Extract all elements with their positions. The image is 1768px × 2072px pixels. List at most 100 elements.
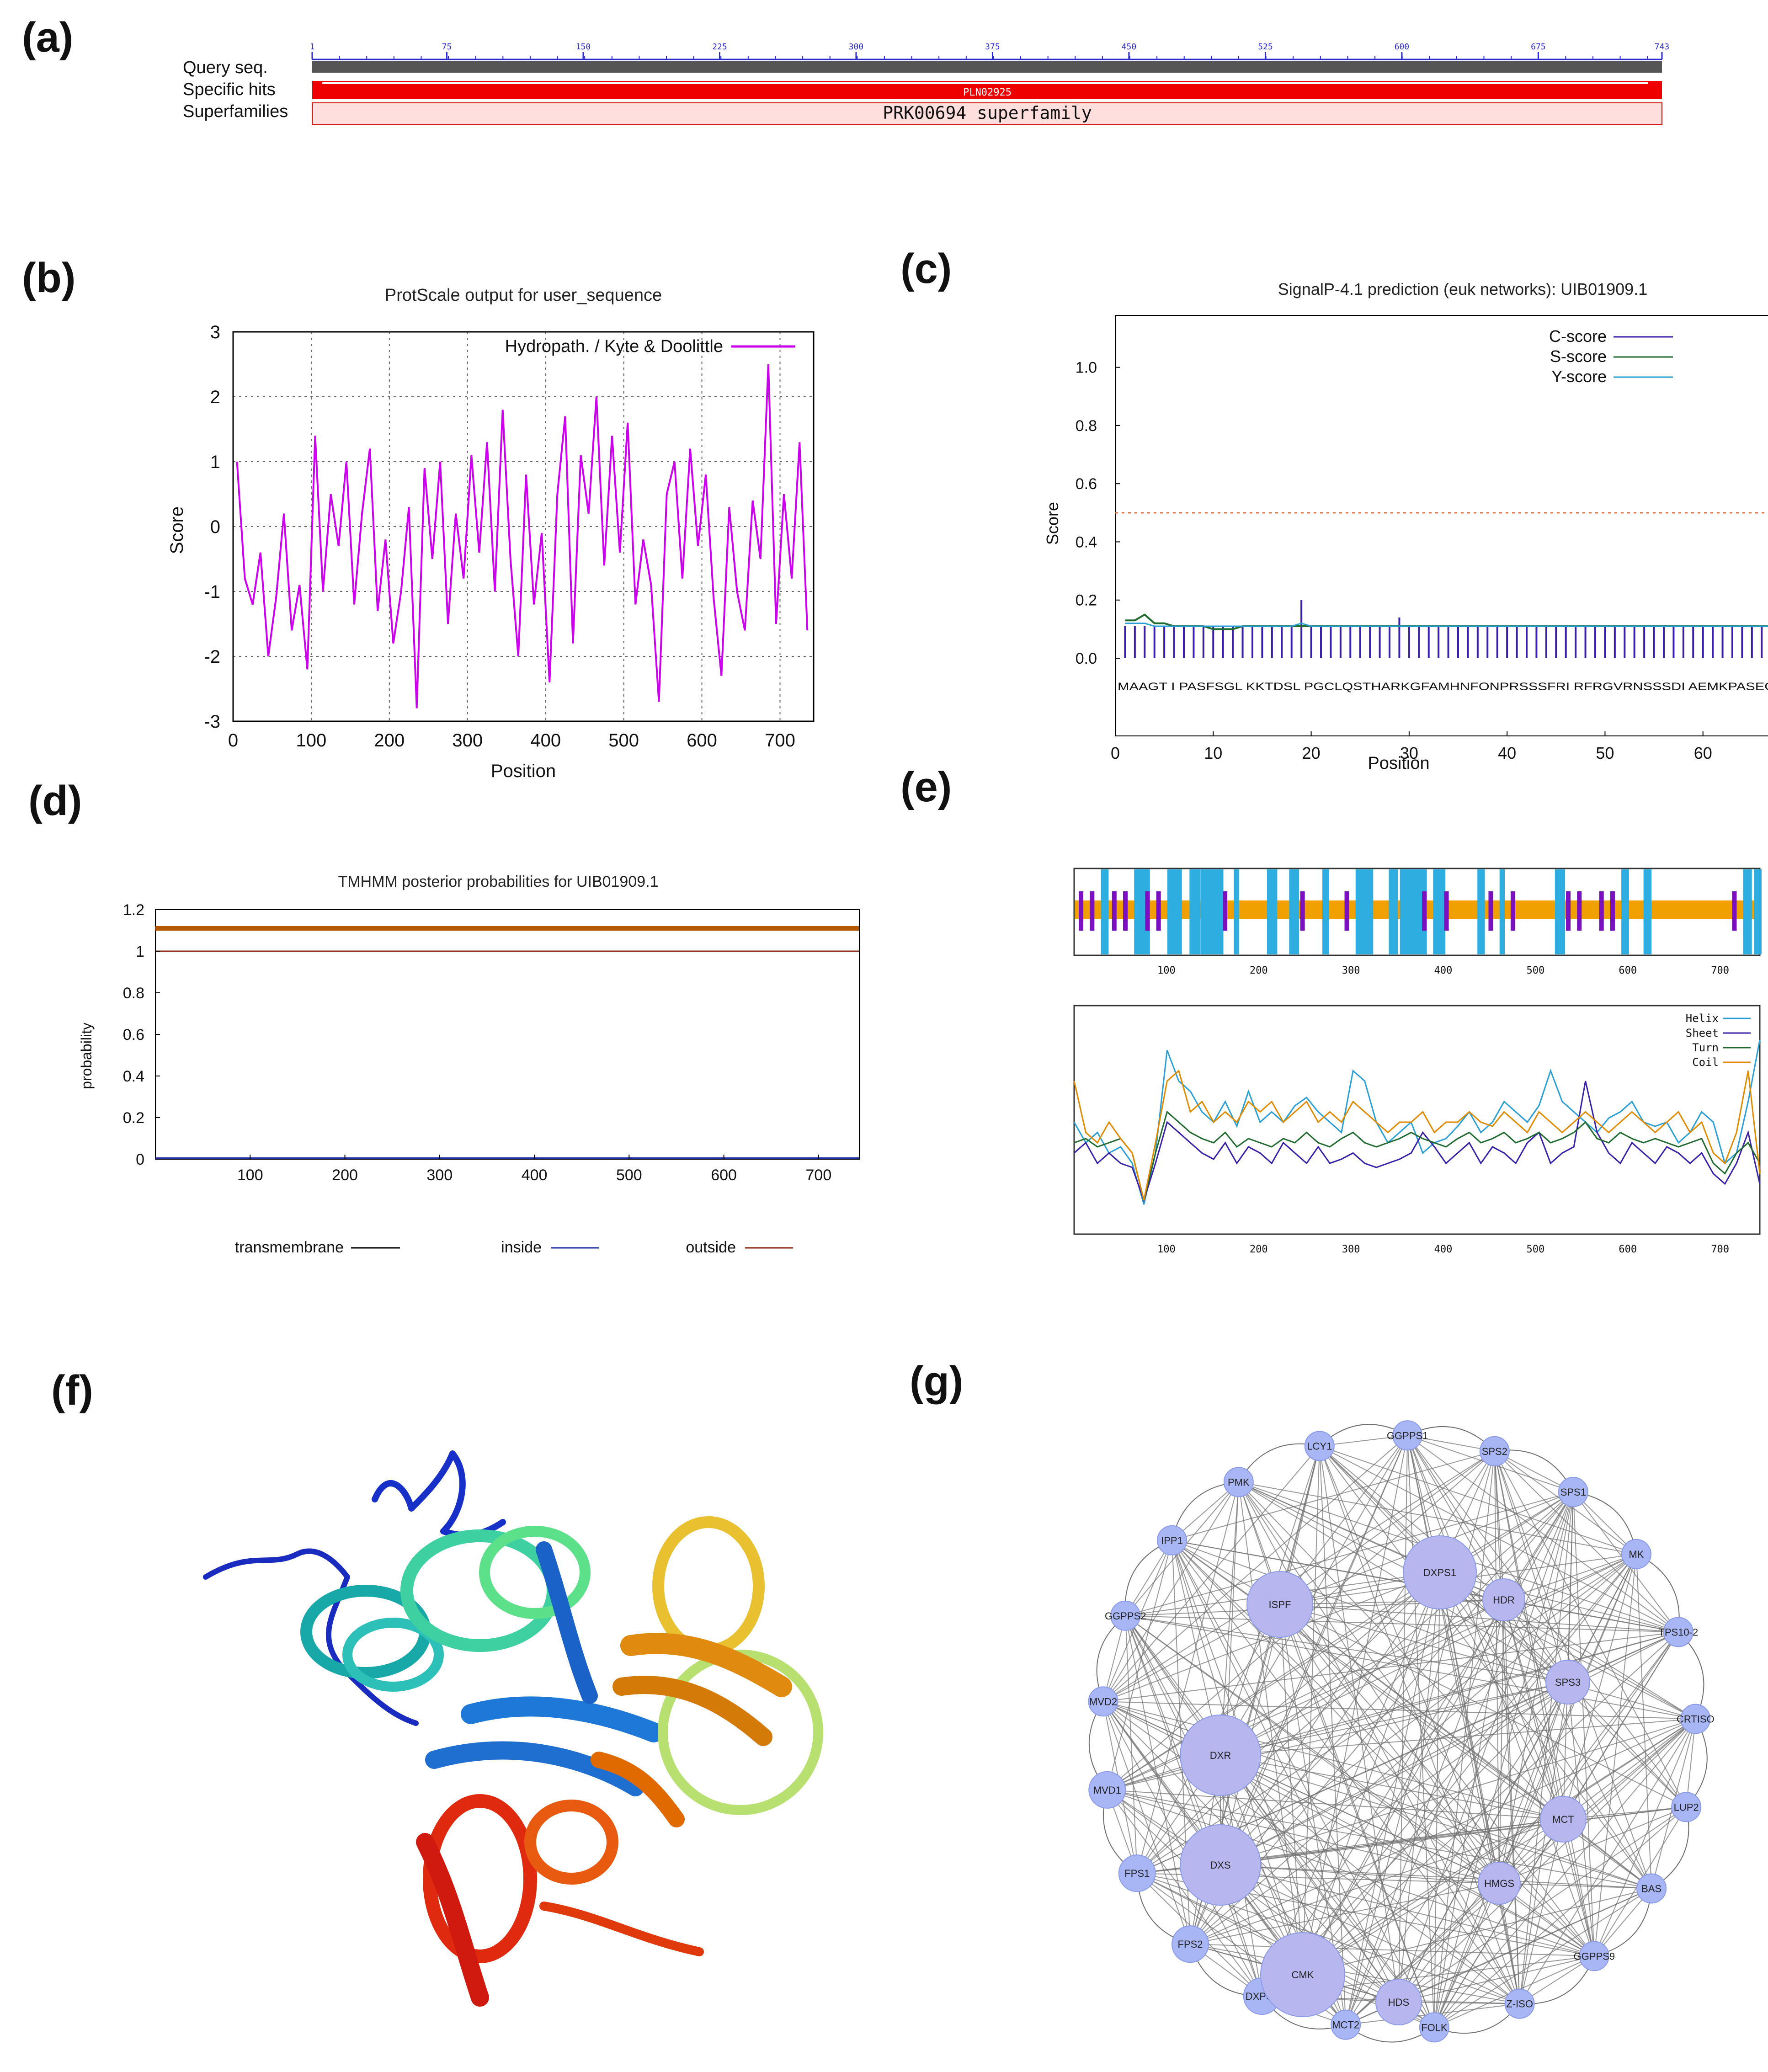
ruler-tick-label: 600 bbox=[1395, 42, 1410, 52]
network-node-lup2[interactable]: LUP2 bbox=[1671, 1792, 1702, 1822]
network-node-ipp1[interactable]: IPP1 bbox=[1156, 1525, 1187, 1555]
chart-c-y-score-line bbox=[1125, 623, 1768, 627]
network-node-circle[interactable] bbox=[1223, 1467, 1254, 1497]
network-edge bbox=[1125, 1615, 1595, 1957]
network-node-mct[interactable]: MCT bbox=[1540, 1796, 1587, 1843]
strand-blue-3 bbox=[536, 1541, 598, 1704]
network-edge bbox=[1345, 1491, 1574, 2025]
network-node-circle[interactable] bbox=[1540, 1796, 1587, 1843]
network-node-hmgs[interactable]: HMGS bbox=[1478, 1862, 1521, 1905]
network-edge bbox=[1494, 1451, 1500, 1884]
network-node-circle[interactable] bbox=[1579, 1941, 1609, 1971]
network-edge bbox=[1503, 1599, 1564, 1820]
network-node-circle[interactable] bbox=[1636, 1873, 1667, 1904]
chart-e-top-xtick-label: 100 bbox=[1157, 965, 1176, 976]
network-node-circle[interactable] bbox=[1304, 1431, 1335, 1461]
network-node-cmk[interactable]: CMK bbox=[1260, 1932, 1345, 2017]
network-edge bbox=[1302, 1554, 1637, 1975]
network-edge bbox=[1172, 1450, 1495, 1541]
network-node-tps10-2[interactable]: TPS10-2 bbox=[1658, 1617, 1698, 1647]
chart-e-helix-block bbox=[1433, 869, 1446, 954]
network-edge bbox=[1102, 1481, 1239, 1702]
network-node-circle[interactable] bbox=[1180, 1715, 1261, 1796]
network-edge bbox=[1190, 1819, 1564, 1945]
network-node-circle[interactable] bbox=[1156, 1525, 1187, 1555]
chart-e-bottom-xtick-label: 200 bbox=[1250, 1244, 1268, 1255]
network-node-circle[interactable] bbox=[1482, 1578, 1525, 1621]
network-node-hdr[interactable]: HDR bbox=[1482, 1578, 1525, 1621]
network-node-circle[interactable] bbox=[1478, 1862, 1521, 1905]
network-node-circle[interactable] bbox=[1260, 1932, 1345, 2017]
network-node-fps1[interactable]: FPS1 bbox=[1118, 1854, 1156, 1892]
network-node-fps2[interactable]: FPS2 bbox=[1172, 1925, 1209, 1963]
chart-e-sheet-line bbox=[1074, 1081, 1761, 1203]
chart-b-ytick-label: -1 bbox=[204, 582, 220, 602]
network-node-ggpps1[interactable]: GGPPS1 bbox=[1387, 1420, 1428, 1451]
network-node-circle[interactable] bbox=[1172, 1925, 1209, 1963]
network-node-sps3[interactable]: SPS3 bbox=[1545, 1660, 1590, 1704]
network-node-ggpps2[interactable]: GGPPS2 bbox=[1105, 1600, 1146, 1631]
network-node-circle[interactable] bbox=[1663, 1617, 1693, 1647]
network-node-circle[interactable] bbox=[1545, 1660, 1590, 1704]
network-edge bbox=[1279, 1604, 1687, 1808]
network-node-circle[interactable] bbox=[1479, 1436, 1510, 1466]
network-node-folk[interactable]: FOLK bbox=[1419, 2012, 1449, 2043]
network-edge bbox=[1433, 1883, 1500, 2028]
legend-outside: outside bbox=[686, 1239, 736, 1256]
network-node-crtiso[interactable]: CRTISO bbox=[1677, 1704, 1715, 1734]
network-node-dxs[interactable]: DXS bbox=[1180, 1824, 1261, 1906]
network-node-circle[interactable] bbox=[1375, 1979, 1422, 2025]
network-node-mct2[interactable]: MCT2 bbox=[1331, 2009, 1361, 2040]
network-node-circle[interactable] bbox=[1088, 1771, 1126, 1809]
network-node-mk[interactable]: MK bbox=[1621, 1539, 1651, 1569]
chart-c-title: SignalP-4.1 prediction (euk networks): U… bbox=[1278, 280, 1647, 298]
network-node-circle[interactable] bbox=[1118, 1854, 1156, 1892]
network-node-circle[interactable] bbox=[1403, 1535, 1477, 1609]
network-node-circle[interactable] bbox=[1088, 1686, 1118, 1717]
network-node-circle[interactable] bbox=[1110, 1600, 1141, 1631]
network-node-mvd1[interactable]: MVD1 bbox=[1088, 1771, 1126, 1809]
network-edge bbox=[1238, 1481, 1520, 2004]
network-node-mvd2[interactable]: MVD2 bbox=[1088, 1686, 1118, 1717]
network-node-circle[interactable] bbox=[1419, 2012, 1449, 2043]
network-node-circle[interactable] bbox=[1331, 2009, 1361, 2040]
legend-helix: Helix bbox=[1686, 1012, 1719, 1025]
network-node-circle[interactable] bbox=[1671, 1792, 1702, 1822]
chart-e-helix-block bbox=[1743, 869, 1752, 954]
network-node-dxps1[interactable]: DXPS1 bbox=[1403, 1535, 1477, 1609]
network-edge bbox=[1302, 1631, 1679, 1975]
chart-e-sheet-block bbox=[1422, 891, 1427, 931]
network-node-circle[interactable] bbox=[1558, 1476, 1588, 1507]
network-edge bbox=[1107, 1790, 1262, 1997]
ruler-tick-label: 525 bbox=[1258, 42, 1273, 52]
legend-s-score: S-score bbox=[1550, 347, 1607, 366]
chart-e-helix-block bbox=[1267, 869, 1278, 954]
network-node-label: IPP1 bbox=[1161, 1535, 1183, 1546]
network-node-circle[interactable] bbox=[1504, 1988, 1535, 2019]
network-node-hds[interactable]: HDS bbox=[1375, 1979, 1422, 2025]
network-node-circle[interactable] bbox=[1180, 1824, 1261, 1906]
network-node-sps2[interactable]: SPS2 bbox=[1479, 1436, 1510, 1466]
panel-label-e: (e) bbox=[900, 764, 952, 810]
network-edge bbox=[1102, 1435, 1408, 1702]
chart-b-frame bbox=[232, 331, 815, 722]
network-node-dxr[interactable]: DXR bbox=[1180, 1715, 1261, 1796]
network-node-ispf[interactable]: ISPF bbox=[1246, 1571, 1313, 1638]
chart-c-xtick-label: 20 bbox=[1302, 744, 1321, 762]
network-node-sps1[interactable]: SPS1 bbox=[1558, 1476, 1588, 1507]
chart-c-xlabel: Position bbox=[1368, 754, 1429, 773]
network-node-circle[interactable] bbox=[1621, 1539, 1651, 1569]
chart-e-sheet-block bbox=[1090, 891, 1095, 931]
network-node-z-iso[interactable]: Z-ISO bbox=[1504, 1988, 1535, 2019]
network-node-circle[interactable] bbox=[1680, 1704, 1711, 1734]
network-node-bas[interactable]: BAS bbox=[1636, 1873, 1667, 1904]
chart-e-helix-block bbox=[1289, 869, 1299, 954]
chart-e-sheet-block bbox=[1300, 891, 1305, 931]
network-edge bbox=[1220, 1446, 1320, 1865]
network-node-circle[interactable] bbox=[1246, 1571, 1313, 1638]
network-node-ggpps9[interactable]: GGPPS9 bbox=[1574, 1941, 1615, 1971]
network-node-circle[interactable] bbox=[1392, 1420, 1423, 1451]
network-node-lcy1[interactable]: LCY1 bbox=[1304, 1431, 1335, 1461]
chart-e-helix-block bbox=[1234, 869, 1239, 954]
network-node-pmk[interactable]: PMK bbox=[1223, 1467, 1254, 1497]
